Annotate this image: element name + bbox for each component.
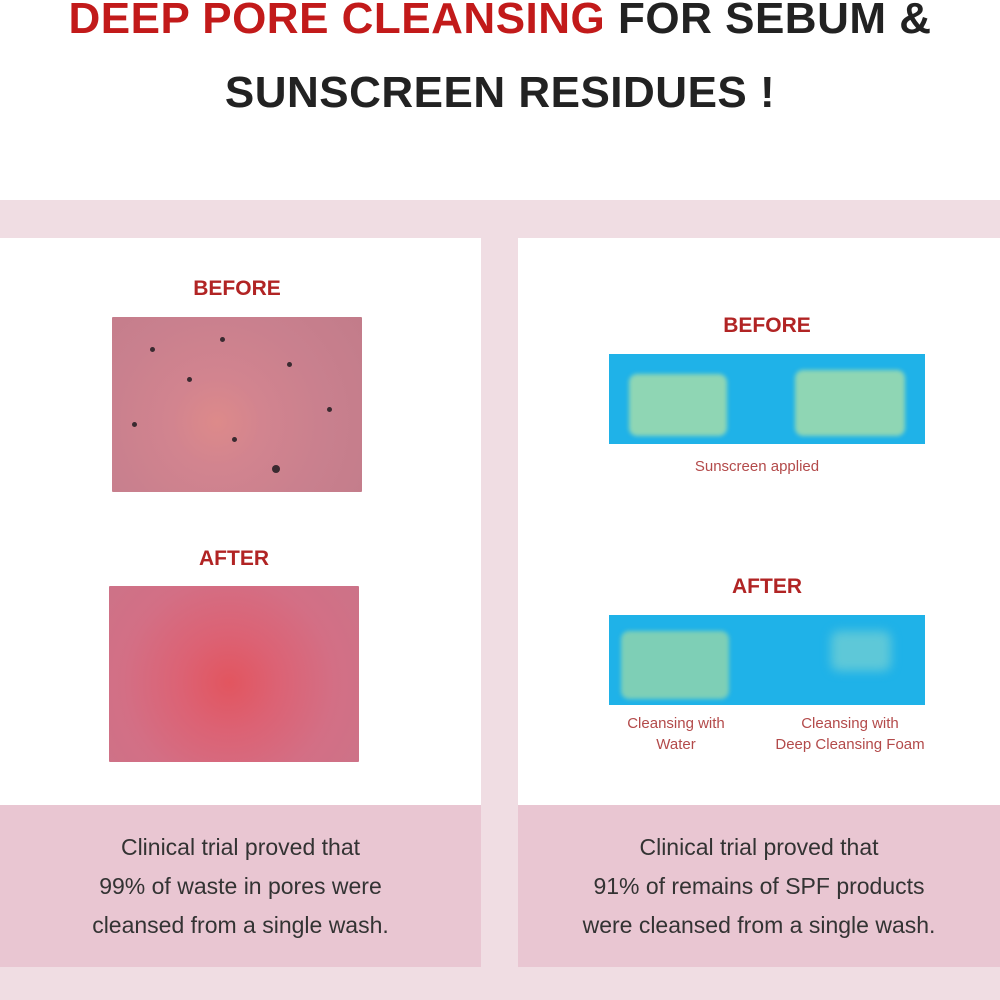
caption-line: Deep Cleansing Foam <box>775 736 925 753</box>
left-after-label: AFTER <box>199 547 269 570</box>
caption-line: Cleansing with <box>801 715 899 732</box>
headline-highlight: DEEP PORE CLEANSING <box>68 0 606 43</box>
left-footer-line: 99% of waste in pores were <box>99 872 382 899</box>
headline-line-2: SUNSCREEN RESIDUES ! <box>224 68 776 117</box>
left-before-label: BEFORE <box>193 277 281 300</box>
sunscreen-before-image <box>609 354 925 444</box>
right-footer-line: 91% of remains of SPF products <box>593 872 925 899</box>
caption-line: Water <box>656 736 696 753</box>
right-footer-line: Clinical trial proved that <box>639 833 879 860</box>
sunscreen-after-image <box>609 615 925 705</box>
left-footer: Clinical trial proved that 99% of waste … <box>0 805 481 967</box>
after-caption-foam: Cleansing with Deep Cleansing Foam <box>755 713 945 755</box>
headline-line-1: DEEP PORE CLEANSING FOR SEBUM & <box>0 0 1000 44</box>
skin-before-image <box>112 317 362 492</box>
after-caption-water: Cleansing with Water <box>610 713 742 755</box>
right-after-label: AFTER <box>732 575 802 598</box>
right-footer: Clinical trial proved that 91% of remain… <box>518 805 1000 967</box>
before-caption: Sunscreen applied <box>694 458 820 475</box>
right-footer-line: were cleansed from a single wash. <box>582 911 936 938</box>
left-footer-line: Clinical trial proved that <box>120 833 361 860</box>
left-footer-line: cleansed from a single wash. <box>92 911 389 938</box>
caption-line: Cleansing with <box>627 715 725 732</box>
skin-after-image <box>109 586 359 762</box>
right-before-label: BEFORE <box>723 314 811 337</box>
headline-rest: FOR SEBUM & <box>605 0 932 43</box>
right-panel <box>518 238 1000 805</box>
